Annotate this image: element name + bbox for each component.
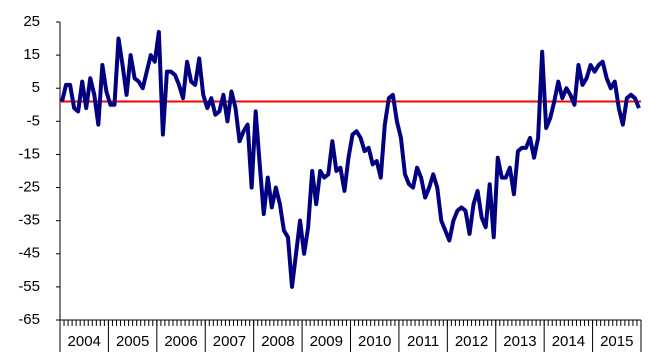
x-tick-label: 2012 <box>455 333 488 350</box>
y-tick-label: 5 <box>32 79 40 96</box>
x-tick-label: 2010 <box>358 333 391 350</box>
data-line <box>60 29 641 289</box>
x-tick-label: 2008 <box>261 333 294 350</box>
y-tick-label: -45 <box>18 245 40 262</box>
y-tick-label: -55 <box>18 278 40 295</box>
x-tick-label: 2007 <box>213 333 246 350</box>
y-tick-label: -65 <box>18 311 40 328</box>
x-tick-label: 2004 <box>68 333 101 350</box>
y-tick-label: -35 <box>18 212 40 229</box>
y-tick-label: 15 <box>23 46 40 63</box>
x-tick-label: 2009 <box>310 333 343 350</box>
y-tick-label: -15 <box>18 145 40 162</box>
y-tick-label: -25 <box>18 179 40 196</box>
x-tick-label: 2011 <box>407 333 439 350</box>
x-tick-label: 2015 <box>600 333 633 350</box>
y-tick-label: -5 <box>27 112 40 129</box>
y-tick-label: 25 <box>23 13 40 30</box>
x-tick-label: 2006 <box>164 333 197 350</box>
x-tick-label: 2014 <box>552 333 585 350</box>
x-tick-label: 2005 <box>116 333 149 350</box>
x-tick-label: 2013 <box>503 333 536 350</box>
